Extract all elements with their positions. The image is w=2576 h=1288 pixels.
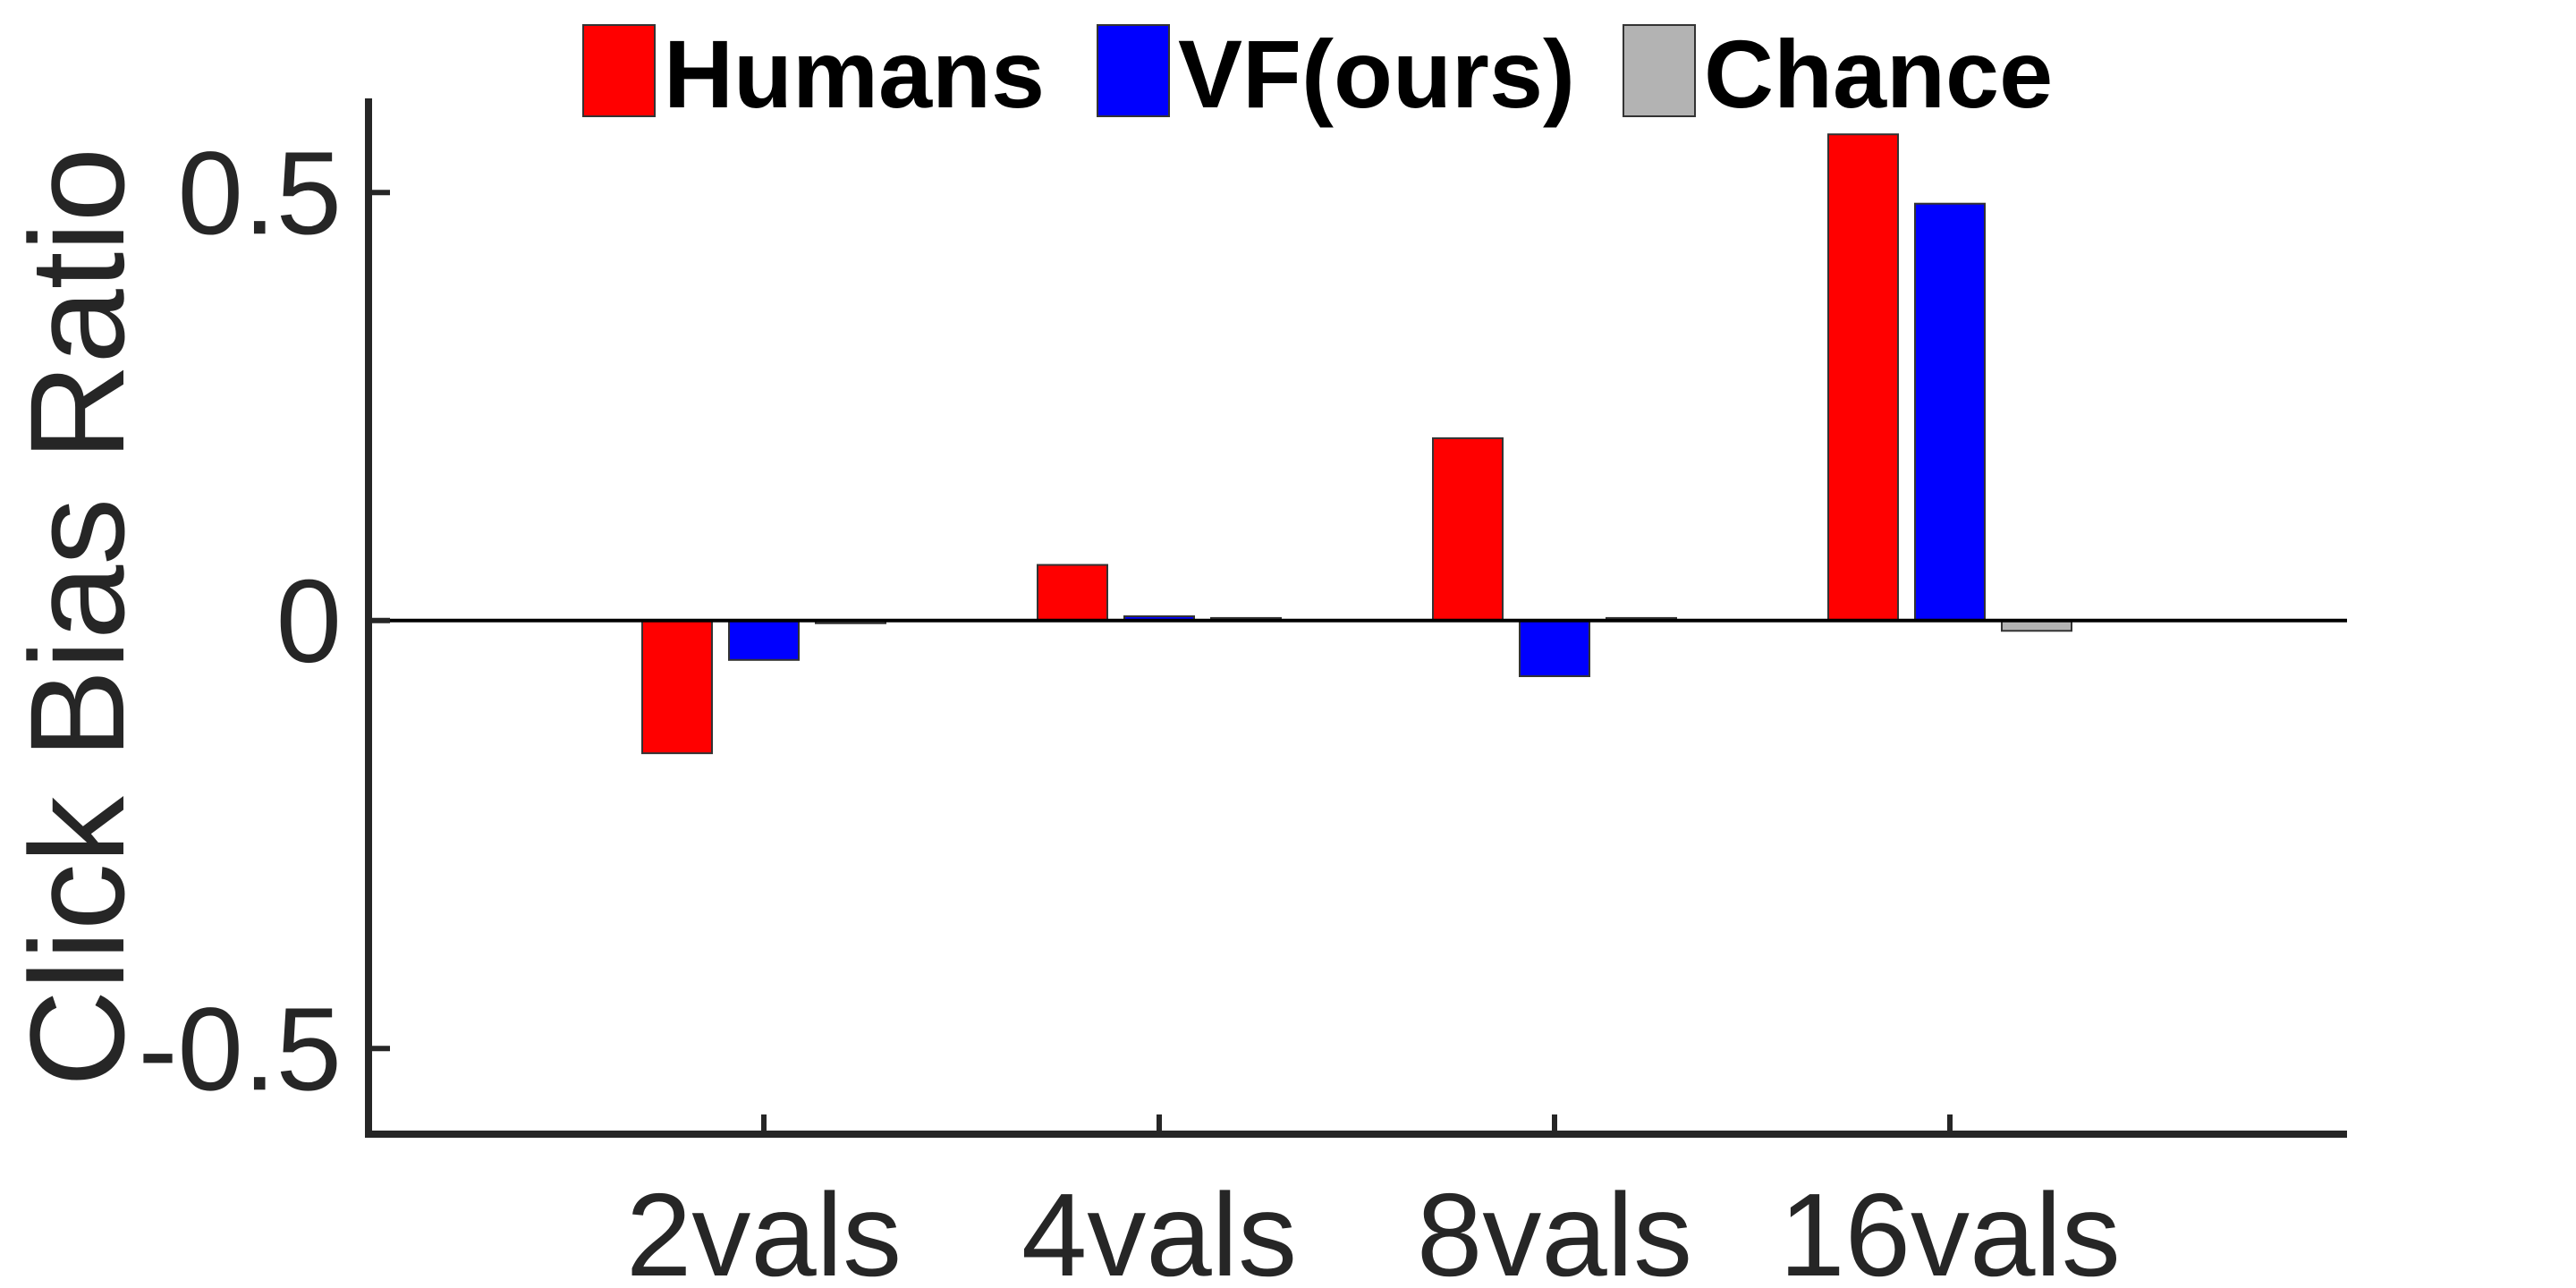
x-tick-label: 16vals	[1779, 1169, 2121, 1288]
legend-label: Chance	[1704, 20, 2053, 128]
legend-swatch-vf-ours	[1097, 24, 1170, 117]
legend-swatch-humans	[582, 24, 656, 117]
x-tick-label: 4vals	[1021, 1169, 1297, 1288]
bar-humans-4vals	[1037, 564, 1108, 622]
bars-layer	[641, 133, 2072, 755]
x-ticks: 2vals 4vals 8vals 16vals	[626, 1114, 2121, 1288]
x-tick-label: 2vals	[626, 1169, 902, 1288]
y-tick-label: -0.5	[139, 983, 342, 1114]
bar-vf-ours-2vals	[728, 619, 800, 661]
bar-humans-8vals	[1432, 436, 1504, 622]
legend: Humans VF(ours) Chance	[582, 20, 2053, 128]
x-tick-label: 8vals	[1417, 1169, 1692, 1288]
y-ticks: -0.5 0 0.5	[139, 127, 390, 1114]
bar-vf-ours-8vals	[1519, 619, 1590, 677]
legend-label: VF(ours)	[1178, 20, 1575, 128]
y-tick-label: 0	[276, 555, 342, 687]
bar-humans-16vals	[1827, 133, 1899, 622]
legend-swatch-chance	[1623, 24, 1696, 117]
y-axis-title: Click Bias Ratio	[2, 148, 152, 1087]
legend-label: Humans	[664, 20, 1045, 128]
y-tick-label: 0.5	[178, 127, 343, 258]
bar-humans-2vals	[641, 619, 713, 755]
bar-vf-ours-16vals	[1914, 202, 1986, 622]
